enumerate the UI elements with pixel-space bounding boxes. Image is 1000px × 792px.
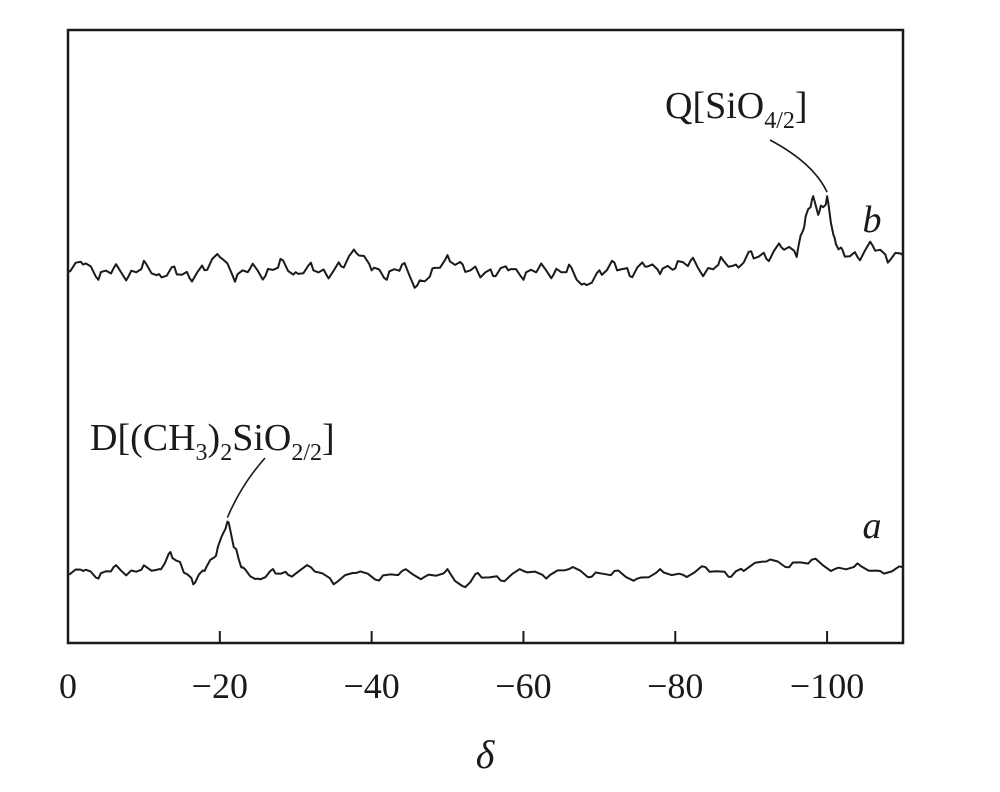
curve-labels: ba	[863, 199, 882, 547]
annotation-d-ch3-sio2: D[(CH3)2SiO2/2]	[90, 417, 335, 466]
annotation-q-siO4: Q[SiO4/2]	[665, 85, 808, 134]
series-label-a: a	[863, 505, 882, 547]
x-tick-label: −40	[343, 666, 399, 706]
x-tick-label: −100	[790, 666, 864, 706]
x-tick-label: −80	[647, 666, 703, 706]
x-axis-tick-labels: 0 −20 −40 −60 −80 −100	[59, 666, 864, 706]
peak-annotations: Q[SiO4/2] D[(CH3)2SiO2/2]	[90, 85, 828, 518]
spectrum-line-a	[67, 520, 904, 589]
spectrum-curves	[67, 195, 904, 589]
x-tick-label: 0	[59, 666, 77, 706]
x-axis-title: δ	[476, 732, 496, 777]
x-tick-label: −20	[192, 666, 248, 706]
plot-frame	[66, 28, 905, 645]
annotation-leader-line	[769, 139, 828, 193]
series-label-b: b	[863, 199, 882, 241]
x-tick-label: −60	[495, 666, 551, 706]
x-axis-ticks	[67, 631, 829, 643]
spectrum-line-b	[67, 195, 904, 289]
annotation-leader-line	[226, 457, 266, 518]
